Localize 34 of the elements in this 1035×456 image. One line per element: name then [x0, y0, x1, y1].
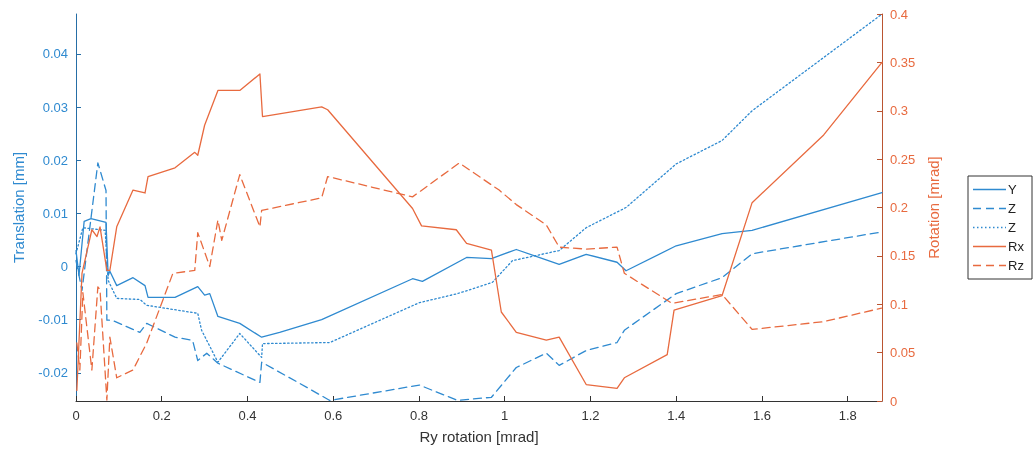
x-axis-title: Ry rotation [mrad] — [419, 428, 539, 445]
y2-tick-label: 0.2 — [890, 200, 909, 215]
legend-label: Rx — [1008, 239, 1025, 254]
x-tick-label: 1.6 — [752, 408, 771, 423]
y-tick-label: -0.02 — [38, 365, 68, 381]
x-tick-label: 0 — [72, 408, 80, 423]
x-tick-label: 1.4 — [667, 408, 686, 423]
y-tick-label: 0.04 — [42, 46, 68, 62]
y2-axis-title: Rotation [mrad] — [925, 156, 943, 259]
y2-tick-label: 0 — [890, 393, 898, 409]
x-tick-label: 0.2 — [152, 408, 171, 423]
y2-tick-label: 0.05 — [890, 345, 916, 361]
legend-label: Z — [1008, 220, 1016, 235]
y2-tick-label: 0.4 — [890, 6, 909, 22]
x-tick-label: 0.4 — [238, 408, 257, 423]
legend-label: Y — [1008, 182, 1017, 197]
x-tick-label: 1.2 — [581, 408, 600, 423]
legend-label: Z — [1008, 201, 1016, 216]
x-tick-label: 0.6 — [324, 408, 343, 423]
x-tick-label: 1 — [501, 408, 509, 423]
y-tick-label: -0.01 — [38, 312, 68, 328]
y-tick-label: 0.02 — [42, 152, 68, 168]
y2-tick-label: 0.1 — [890, 296, 909, 312]
y-axis-title: Translation [mm] — [10, 151, 27, 264]
x-tick-label: 0.8 — [409, 408, 429, 423]
y2-tick-label: 0.35 — [890, 54, 916, 70]
legend-label: Rz — [1008, 258, 1024, 273]
y-tick-label: 0.01 — [42, 205, 68, 221]
y2-tick-label: 0.25 — [890, 151, 916, 167]
y2-tick-label: 0.3 — [890, 103, 909, 119]
y-tick-label: 0 — [60, 259, 68, 275]
x-tick-label: 1.8 — [838, 408, 857, 423]
y2-tick-label: 0.15 — [890, 248, 916, 264]
y-tick-label: 0.03 — [42, 99, 68, 115]
